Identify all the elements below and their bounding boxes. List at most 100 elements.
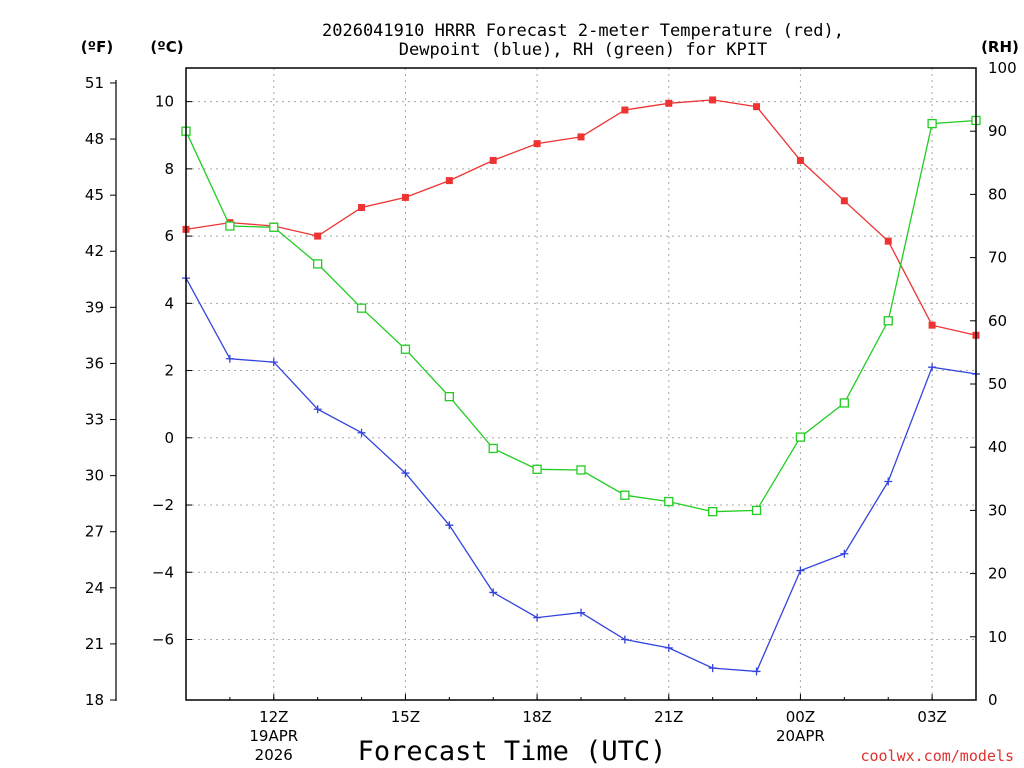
celsius-tick-label: 6 xyxy=(164,227,174,245)
data-point xyxy=(533,613,542,622)
time-date-label: 19APR xyxy=(249,727,298,745)
time-tick-label: 03Z xyxy=(917,708,946,726)
data-point xyxy=(927,118,937,129)
rh-tick-label: 0 xyxy=(988,691,998,709)
data-point xyxy=(708,507,718,517)
time-tick-label: 18Z xyxy=(522,708,551,726)
celsius-tick-label: 2 xyxy=(164,362,174,380)
fahrenheit-tick-label: 18 xyxy=(85,691,104,709)
x-axis-label: Forecast Time (UTC) xyxy=(358,736,667,767)
fahrenheit-tick-label: 33 xyxy=(85,411,104,429)
fahrenheit-tick-label: 45 xyxy=(85,186,104,204)
data-point xyxy=(928,363,937,372)
fahrenheit-tick-label: 51 xyxy=(85,74,104,92)
data-point xyxy=(225,221,235,231)
plot-frame xyxy=(185,67,977,701)
rh-tick-label: 50 xyxy=(988,375,1007,393)
time-tick-label: 21Z xyxy=(654,708,683,726)
time-tick-label: 15Z xyxy=(391,708,420,726)
data-point xyxy=(357,428,366,437)
gridlines xyxy=(186,68,976,700)
data-point xyxy=(444,391,454,402)
chart-title-line1: 2026041910 HRRR Forecast 2-meter Tempera… xyxy=(322,21,844,41)
data-point xyxy=(269,358,278,367)
data-point xyxy=(796,156,804,164)
data-point xyxy=(796,566,805,575)
rh-tick-label: 10 xyxy=(988,628,1007,646)
data-point xyxy=(751,505,762,516)
data-point xyxy=(532,464,542,474)
rh-tick-label: 90 xyxy=(988,122,1007,140)
data-point xyxy=(620,490,630,500)
fahrenheit-axis: 18 21 24 27 30 33 36 39 42 45 48 51 xyxy=(85,74,117,709)
data-point xyxy=(664,496,674,507)
fahrenheit-tick-label: 48 xyxy=(85,130,104,148)
rh-tick-label: 40 xyxy=(988,438,1007,456)
data-point xyxy=(313,259,323,269)
data-point xyxy=(753,103,761,111)
celsius-tick-label: 8 xyxy=(164,160,174,178)
rh-tick-label: 60 xyxy=(988,312,1007,330)
data-point xyxy=(664,643,673,652)
chart-title-line2: Dewpoint (blue), RH (green) for KPIT xyxy=(399,40,767,60)
series-rh xyxy=(181,115,981,517)
data-point xyxy=(928,321,936,329)
data-point xyxy=(445,521,454,530)
data-point xyxy=(489,156,497,164)
time-tick-label: 12Z xyxy=(259,708,288,726)
fahrenheit-tick-label: 36 xyxy=(85,354,104,372)
data-point xyxy=(401,193,409,201)
data-point xyxy=(752,667,761,676)
time-tick-label: 00Z xyxy=(786,708,815,726)
fahrenheit-tick-label: 24 xyxy=(85,579,104,597)
celsius-axis-label: (ºC) xyxy=(150,38,183,56)
data-point xyxy=(884,237,892,245)
data-point xyxy=(533,140,541,148)
data-point xyxy=(839,398,849,408)
celsius-axis: −6 −4 −2 0 2 4 6 8 10 xyxy=(152,93,192,648)
data-point xyxy=(577,608,585,617)
celsius-tick-label: 10 xyxy=(155,93,174,111)
time-date-label: 20APR xyxy=(776,727,825,745)
data-point xyxy=(709,96,717,104)
data-point xyxy=(400,344,411,354)
celsius-tick-label: −4 xyxy=(152,563,174,581)
data-point xyxy=(489,588,498,597)
rh-tick-label: 80 xyxy=(988,185,1007,203)
celsius-tick-label: −6 xyxy=(152,630,174,648)
series-dewpoint xyxy=(182,274,980,676)
data-point xyxy=(665,99,673,107)
celsius-tick-label: −2 xyxy=(152,496,174,514)
data-point xyxy=(576,465,586,475)
data-point xyxy=(401,469,410,478)
rh-axis: 0 10 20 30 40 50 60 70 80 90 100 xyxy=(970,59,1017,709)
rh-axis-label: (RH) xyxy=(981,38,1019,56)
data-point xyxy=(445,177,453,185)
credit-text: coolwx.com/models xyxy=(860,747,1014,765)
rh-tick-label: 70 xyxy=(988,249,1007,267)
data-point xyxy=(225,354,234,363)
fahrenheit-tick-label: 27 xyxy=(85,523,104,541)
data-point xyxy=(313,405,322,414)
fahrenheit-tick-label: 39 xyxy=(85,298,104,316)
time-year-label: 2026 xyxy=(255,746,293,764)
rh-tick-label: 20 xyxy=(988,565,1007,583)
data-point xyxy=(840,197,848,205)
data-point xyxy=(488,443,498,454)
celsius-tick-label: 4 xyxy=(164,294,174,312)
rh-tick-label: 30 xyxy=(988,501,1007,519)
data-point xyxy=(708,664,717,673)
rh-tick-label: 100 xyxy=(988,59,1017,77)
data-point xyxy=(314,232,322,240)
data-point xyxy=(883,316,893,326)
data-point xyxy=(621,106,629,114)
data-point xyxy=(840,549,849,558)
data-point xyxy=(269,222,279,232)
data-series xyxy=(181,96,981,676)
data-point xyxy=(577,133,585,141)
data-point xyxy=(356,303,367,313)
fahrenheit-tick-label: 21 xyxy=(85,635,104,653)
data-point xyxy=(795,432,806,442)
